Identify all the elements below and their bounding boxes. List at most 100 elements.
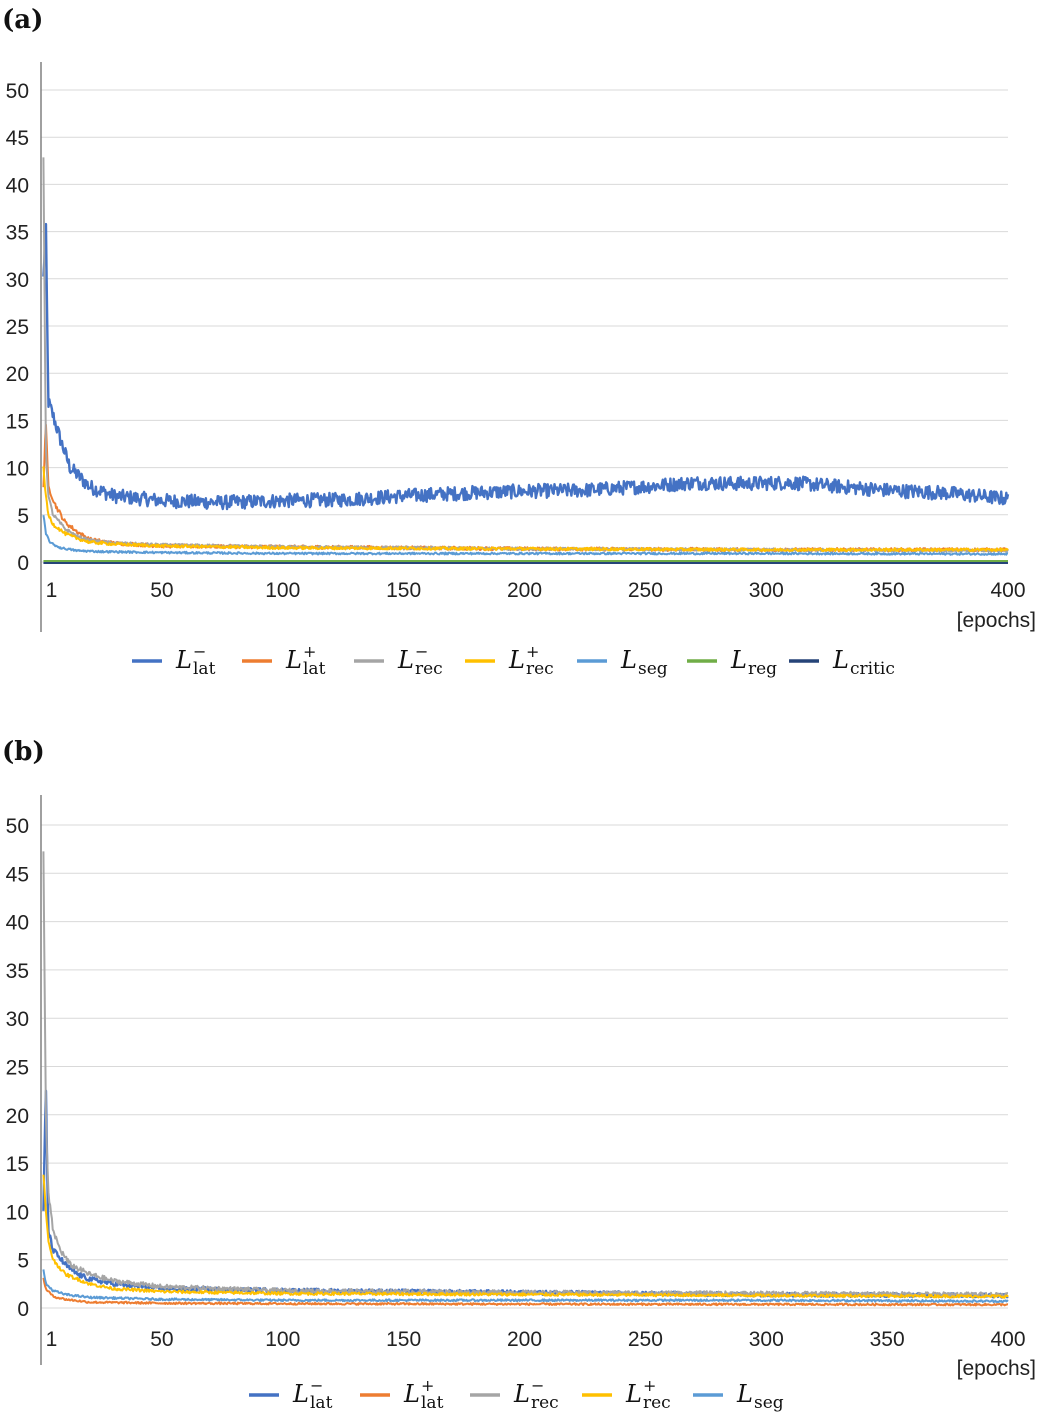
- panel-b-y-tick-label: 10: [6, 1201, 29, 1224]
- panel-b-x-tick-label: 1: [46, 1328, 58, 1351]
- panel-a-y-tick-label: 50: [6, 80, 29, 103]
- legend-label-superscript: −: [531, 1376, 544, 1395]
- panel-a-y-tick-label: 25: [6, 316, 29, 339]
- panel-a-x-tick-label: 150: [386, 579, 421, 602]
- legend-label: L: [403, 1380, 420, 1408]
- legend-label: L: [620, 646, 637, 674]
- panel-b-y-tick-label: 40: [6, 912, 29, 935]
- legend-label: L: [508, 646, 525, 674]
- legend-label-superscript: −: [193, 642, 206, 661]
- series-line-l-rec-minus: [42, 851, 1009, 1298]
- series-line-l-rec-plus: [42, 466, 1009, 553]
- panel-b-y-tick-label: 5: [17, 1250, 29, 1273]
- legend-label: L: [736, 1380, 753, 1408]
- panel-a-x-tick-label: 250: [628, 579, 663, 602]
- series-line-l-lat-minus: [42, 1089, 1009, 1299]
- panel-a-x-axis: 1 50 100 150 200 250 300 350 400: [46, 579, 1026, 602]
- panel-a-y-tick-label: 20: [6, 363, 29, 386]
- panel-a-y-tick-label: 10: [6, 458, 29, 481]
- panel-b-x-tick-label: 150: [386, 1328, 421, 1351]
- legend-label-superscript: +: [421, 1376, 434, 1395]
- panel-a-y-tick-label: 40: [6, 174, 29, 197]
- panel-b-y-tick-label: 50: [6, 815, 29, 838]
- panel-b-x-tick-label: 400: [990, 1328, 1025, 1351]
- panel-a-x-tick-label: 200: [507, 579, 542, 602]
- panel-b-x-tick-label: 250: [628, 1328, 663, 1351]
- panel-a-plot-area: [42, 157, 1010, 564]
- panel-b-x-tick-label: 350: [870, 1328, 905, 1351]
- panel-a-y-tick-label: 0: [17, 552, 29, 575]
- panel-b-y-tick-label: 25: [6, 1057, 29, 1080]
- legend-item-l-rec-plus: L +rec: [582, 1376, 671, 1413]
- panel-b-x-unit-label: [epochs]: [957, 1357, 1036, 1380]
- legend-item-l-rec-minus: L −rec: [354, 642, 443, 679]
- legend-label: L: [397, 646, 414, 674]
- panel-b-y-tick-label: 35: [6, 960, 29, 983]
- panel-a-y-tick-label: 45: [6, 127, 29, 150]
- legend-item-l-rec-minus: L −rec: [470, 1376, 559, 1413]
- panel-b-x-tick-label: 50: [150, 1328, 173, 1351]
- panel-b-x-tick-label: 200: [507, 1328, 542, 1351]
- legend-label-subscript: rec: [643, 1393, 671, 1413]
- legend-label-subscript: rec: [415, 659, 443, 679]
- legend-label-superscript: −: [310, 1376, 323, 1395]
- legend-label-subscript: rec: [531, 1393, 559, 1413]
- panel-b-x-axis: 1 50 100 150 200 250 300 350 400: [46, 1328, 1026, 1351]
- panel-a-y-tick-label: 30: [6, 269, 29, 292]
- panel-a-label: (a): [2, 5, 43, 35]
- legend-label-subscript: lat: [303, 659, 326, 679]
- panel-b-y-tick-label: 45: [6, 863, 29, 886]
- panel-b-y-tick-label: 20: [6, 1105, 29, 1128]
- legend-label-superscript: +: [303, 642, 316, 661]
- legend-item-l-lat-minus: L −lat: [132, 642, 216, 679]
- panel-b-plot-area: [42, 851, 1009, 1307]
- legend-item-l-lat-plus: L +lat: [360, 1376, 444, 1413]
- legend-label-subscript: rec: [526, 659, 554, 679]
- series-line-l-lat-plus: [42, 1277, 1009, 1307]
- legend-label-superscript: +: [643, 1376, 656, 1395]
- legend-label-subscript: seg: [754, 1393, 784, 1413]
- legend-label: L: [513, 1380, 530, 1408]
- legend-label: L: [175, 646, 192, 674]
- panel-b-y-axis: 0 5 10 15 20 25 30 35 40 45 50: [6, 815, 29, 1321]
- panel-a-x-tick-label: 350: [870, 579, 905, 602]
- legend-label-subscript: lat: [421, 1393, 444, 1413]
- legend-label: L: [730, 646, 747, 674]
- legend-label-superscript: +: [526, 642, 539, 661]
- panel-a-y-tick-label: 35: [6, 222, 29, 245]
- legend-label-subscript: reg: [748, 659, 777, 679]
- panel-a-y-axis: 0 5 10 15 20 25 30 35 40 45 50: [6, 80, 29, 575]
- legend-label: L: [625, 1380, 642, 1408]
- panel-a-y-tick-label: 15: [6, 410, 29, 433]
- legend-label-subscript: critic: [850, 659, 895, 679]
- series-line-l-lat-minus: [42, 222, 1010, 511]
- panel-a-x-unit-label: [epochs]: [957, 609, 1036, 632]
- legend-label: L: [832, 646, 849, 674]
- legend-label: L: [285, 646, 302, 674]
- panel-a-x-tick-label: 1: [46, 579, 58, 602]
- panel-b-x-tick-label: 100: [265, 1328, 300, 1351]
- series-line-l-seg: [42, 1269, 1009, 1304]
- panel-a-y-tick-label: 5: [17, 505, 29, 528]
- panel-b-y-tick-label: 0: [17, 1298, 29, 1321]
- panel-a-x-tick-label: 100: [265, 579, 300, 602]
- panel-a-gridlines: [41, 89, 1008, 563]
- panel-b-label: (b): [2, 737, 45, 767]
- legend-item-l-lat-plus: L +lat: [242, 642, 326, 679]
- series-line-l-seg: [42, 514, 1009, 556]
- legend-label-subscript: seg: [638, 659, 668, 679]
- panel-a-x-tick-label: 50: [150, 579, 173, 602]
- legend-item-l-lat-minus: L −lat: [249, 1376, 333, 1413]
- series-line-l-rec-plus: [42, 1174, 1009, 1299]
- legend-label: L: [292, 1380, 309, 1408]
- panel-b-y-tick-label: 15: [6, 1153, 29, 1176]
- legend-item-l-rec-plus: L +rec: [465, 642, 554, 679]
